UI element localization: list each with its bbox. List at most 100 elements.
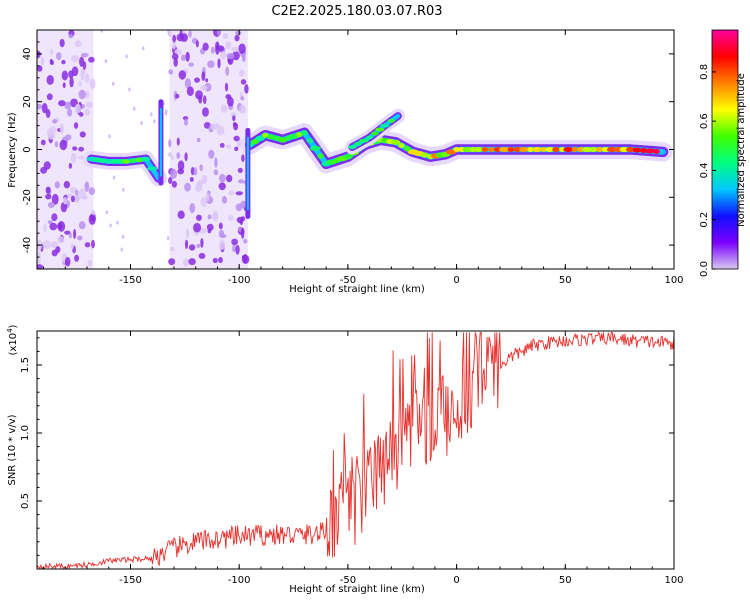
noise-speckle xyxy=(61,70,69,81)
snr-series-line xyxy=(37,331,674,569)
noise-speckle xyxy=(133,106,136,111)
colorbar: 0.0 0.2 0.4 0.6 0.8 Normalized spectral ampl… xyxy=(699,29,747,277)
noise-speckle xyxy=(85,101,93,109)
noise-speckle xyxy=(120,247,124,252)
noise-speckle xyxy=(186,86,194,97)
ridge-upper-blob xyxy=(387,118,396,123)
noise-speckle xyxy=(218,256,223,264)
ridge-main-blob xyxy=(545,146,555,153)
noise-speckle xyxy=(79,112,84,117)
noise-speckle xyxy=(200,237,204,248)
bottom-x-tick-label: -100 xyxy=(228,575,251,586)
noise-speckle xyxy=(166,236,170,241)
noise-speckle xyxy=(56,52,62,61)
noise-speckle xyxy=(79,131,86,138)
ridge-main-blob xyxy=(301,130,308,136)
noise-speckle xyxy=(210,46,215,54)
ridge-main-blob xyxy=(473,146,484,153)
ridge-main-blob xyxy=(531,146,543,153)
noise-speckle xyxy=(212,257,218,264)
noise-speckle xyxy=(80,52,89,58)
noise-speckle xyxy=(67,108,73,117)
noise-speckle xyxy=(170,168,178,179)
ridge-main-blob xyxy=(518,146,530,153)
noise-speckle xyxy=(225,66,229,76)
noise-speckle xyxy=(189,176,194,183)
noise-speckle xyxy=(241,154,245,162)
ridge-main-blob xyxy=(527,146,534,153)
noise-speckle xyxy=(235,191,243,196)
ridge-main-blob xyxy=(559,146,566,153)
noise-speckle xyxy=(51,249,58,257)
noise-speckle xyxy=(64,230,71,235)
ridge-main-blob xyxy=(481,146,489,153)
bottom-x-axis: -150 -100 -50 0 50 100 xyxy=(43,331,684,586)
ridge-main-blob xyxy=(391,139,401,145)
noise-speckle xyxy=(214,157,218,168)
noise-speckle xyxy=(202,107,209,117)
noise-speckle xyxy=(51,213,58,222)
noise-speckle xyxy=(150,112,153,117)
noise-speckle xyxy=(153,119,156,124)
noise-speckle xyxy=(202,42,209,51)
top-y-axis: -40 -20 0 20 40 xyxy=(22,29,674,270)
noise-speckle xyxy=(57,221,66,232)
noise-speckle xyxy=(196,243,201,248)
noise-speckle xyxy=(54,141,59,148)
spectrogram-panel: -150 -100 -50 0 50 100 -40 -20 0 20 40 Height of … xyxy=(7,29,684,295)
noise-speckle xyxy=(168,258,176,266)
noise-speckle xyxy=(173,57,178,67)
ridge-main-blob xyxy=(645,148,656,154)
noise-speckle xyxy=(49,222,58,231)
noise-speckle xyxy=(238,105,247,114)
noise-speckle xyxy=(68,33,74,39)
noise-speckle xyxy=(60,201,68,213)
noise-speckle xyxy=(195,90,203,100)
noise-speckle xyxy=(232,122,237,127)
ridge-main-blob xyxy=(540,146,547,153)
noise-speckle xyxy=(190,167,195,176)
noise-speckle xyxy=(50,60,54,66)
noise-speckle xyxy=(37,254,41,265)
noise-speckle xyxy=(217,58,221,69)
noise-speckle xyxy=(219,239,225,251)
top-x-axis: -150 -100 -50 0 50 100 xyxy=(43,30,684,286)
noise-speckle xyxy=(200,196,208,208)
noise-speckle xyxy=(77,235,83,241)
ridge-upper-blob xyxy=(359,138,369,143)
noise-speckle xyxy=(171,53,179,60)
noise-speckle xyxy=(170,246,175,252)
noise-speckle xyxy=(177,168,185,175)
noise-speckle xyxy=(73,122,79,129)
noise-speckle xyxy=(183,118,188,126)
noise-speckle xyxy=(70,195,75,203)
noise-speckle xyxy=(205,78,209,83)
noise-speckle xyxy=(176,152,181,159)
noise-speckle xyxy=(70,55,79,62)
noise-speckle xyxy=(201,71,206,82)
bottom-y-tick-label: 1.0 xyxy=(20,425,31,441)
noise-speckle xyxy=(75,189,79,195)
noise-speckle xyxy=(43,223,47,233)
ridge-main-blob xyxy=(619,146,629,153)
noise-speckle xyxy=(184,239,189,250)
top-y-tick-label: 20 xyxy=(22,95,33,108)
bottom-x-axis-label: Height of straight line (km) xyxy=(289,584,425,595)
noise-speckle xyxy=(47,132,56,140)
noise-speckle xyxy=(100,30,103,33)
noise-speckle xyxy=(59,139,68,151)
noise-speckle xyxy=(41,103,48,114)
noise-speckle xyxy=(68,232,72,239)
noise-speckle xyxy=(226,174,233,183)
y-scale-factor: (x104) xyxy=(6,324,19,355)
noise-speckle xyxy=(46,74,54,85)
noise-speckle xyxy=(121,234,125,239)
ridge-upper-blob xyxy=(347,145,357,150)
top-y-tick-label: 0 xyxy=(22,146,33,152)
ridge-upper-blob xyxy=(370,131,379,136)
ridge-layer xyxy=(83,99,673,219)
noise-speckle xyxy=(84,109,91,116)
bottom-x-tick-label: 0 xyxy=(453,575,459,586)
colorbar-gradient xyxy=(712,30,738,269)
